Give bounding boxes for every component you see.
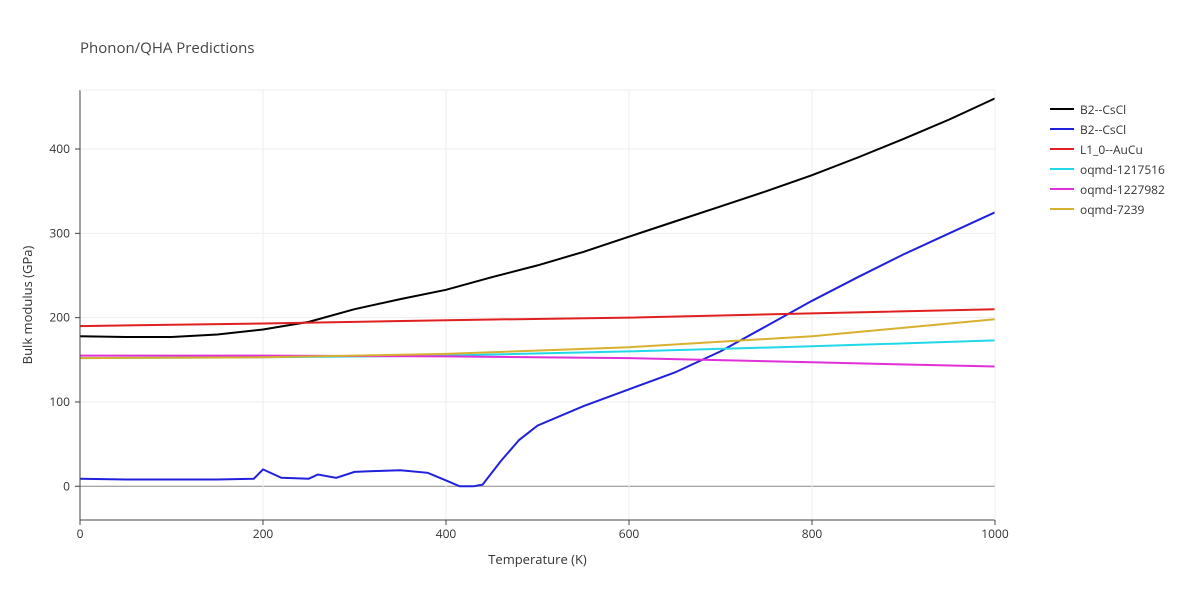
- legend-item[interactable]: B2--CsCl: [1050, 120, 1165, 138]
- legend-label: oqmd-1227982: [1080, 181, 1165, 198]
- legend-swatch: [1050, 208, 1074, 210]
- legend-item[interactable]: oqmd-7239: [1050, 200, 1165, 218]
- legend-swatch: [1050, 128, 1074, 130]
- legend-swatch: [1050, 108, 1074, 110]
- legend: B2--CsCl B2--CsCl L1_0--AuCu oqmd-1217516 oq…: [1050, 100, 1165, 220]
- legend-label: oqmd-7239: [1080, 201, 1144, 218]
- legend-label: oqmd-1217516: [1080, 161, 1165, 178]
- svg-text:0: 0: [63, 477, 70, 494]
- line-chart: 0 100 200 300 400 0 200 400 600 800 1000 Temperatur…: [0, 0, 1200, 600]
- svg-text:400: 400: [49, 140, 70, 157]
- svg-text:200: 200: [253, 525, 274, 542]
- legend-item[interactable]: L1_0--AuCu: [1050, 140, 1165, 158]
- legend-swatch: [1050, 168, 1074, 170]
- legend-label: B2--CsCl: [1080, 121, 1126, 138]
- svg-text:800: 800: [802, 525, 823, 542]
- x-axis-label: Temperature (K): [488, 550, 587, 568]
- svg-text:100: 100: [49, 393, 70, 410]
- legend-label: B2--CsCl: [1080, 101, 1126, 118]
- legend-item[interactable]: oqmd-1217516: [1050, 160, 1165, 178]
- legend-item[interactable]: oqmd-1227982: [1050, 180, 1165, 198]
- svg-text:400: 400: [436, 525, 457, 542]
- legend-item[interactable]: B2--CsCl: [1050, 100, 1165, 118]
- svg-text:300: 300: [49, 224, 70, 241]
- svg-text:1000: 1000: [981, 525, 1009, 542]
- svg-text:200: 200: [49, 309, 70, 326]
- legend-swatch: [1050, 188, 1074, 190]
- svg-text:0: 0: [77, 525, 84, 542]
- legend-label: L1_0--AuCu: [1080, 141, 1143, 158]
- svg-text:600: 600: [619, 525, 640, 542]
- legend-swatch: [1050, 148, 1074, 150]
- y-axis-label: Bulk modulus (GPa): [18, 246, 36, 365]
